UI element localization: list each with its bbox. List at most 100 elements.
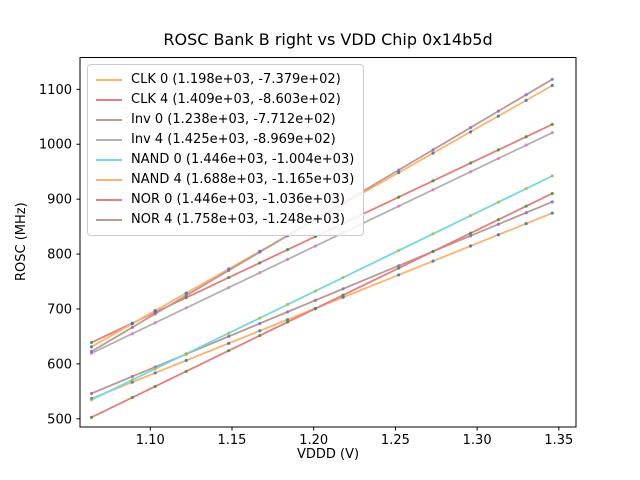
legend-label: Inv 4 (1.425e+03, -8.969e+02) — [131, 132, 336, 147]
legend-entry: Inv 4 (1.425e+03, -8.969e+02) — [96, 130, 354, 150]
legend-entry: CLK 0 (1.198e+03, -7.379e+02) — [96, 70, 354, 90]
y-tick-label: 800 — [47, 248, 72, 263]
data-point-nor-0 — [431, 249, 435, 254]
data-point-nor-4 — [89, 349, 94, 354]
data-point-nand-0 — [550, 174, 554, 178]
legend-entry: NOR 4 (1.758e+03, -1.248e+03) — [96, 210, 354, 230]
data-point-nand-0 — [130, 378, 134, 382]
data-point-clk-0 — [496, 233, 500, 237]
legend-line-swatch — [96, 199, 122, 201]
data-point-inv-4 — [153, 321, 157, 325]
data-point-nor-0 — [496, 218, 500, 222]
data-point-nor-4 — [550, 77, 554, 81]
y-axis-label: ROSC (MHz) — [14, 202, 29, 282]
data-point-nand-4 — [468, 130, 473, 134]
data-point-inv-4 — [130, 332, 134, 336]
y-tick-label: 1000 — [39, 138, 72, 153]
data-point-clk-4 — [431, 179, 435, 183]
legend-label: Inv 0 (1.238e+03, -7.712e+02) — [131, 112, 336, 127]
data-point-inv-4 — [431, 188, 435, 192]
y-tick-label: 1100 — [39, 83, 72, 98]
data-point-inv-0 — [130, 374, 134, 379]
data-point-nand-4 — [130, 322, 134, 326]
data-point-nor-0 — [341, 293, 345, 297]
legend-label: NAND 4 (1.688e+03, -1.165e+03) — [131, 172, 355, 187]
data-point-nand-4 — [431, 151, 435, 155]
legend-label: NOR 4 (1.758e+03, -1.248e+03) — [131, 212, 345, 227]
data-point-nand-0 — [184, 352, 188, 356]
data-point-nor-4 — [496, 109, 500, 113]
data-point-clk-4 — [285, 248, 290, 252]
data-point-clk-0 — [431, 259, 435, 263]
x-tick-label: 1.25 — [381, 433, 410, 448]
data-point-inv-4 — [524, 143, 528, 147]
data-point-nor-0 — [184, 369, 188, 373]
data-point-nand-0 — [496, 200, 500, 204]
legend-line-swatch — [96, 119, 122, 121]
data-point-nor-4 — [524, 93, 528, 97]
data-point-clk-4 — [468, 161, 473, 165]
data-point-clk-4 — [550, 122, 554, 126]
data-point-inv-4 — [227, 285, 231, 290]
data-point-clk-0 — [524, 222, 528, 226]
data-point-nor-0 — [550, 191, 554, 196]
data-point-nand-4 — [550, 83, 554, 88]
data-point-nand-0 — [313, 289, 317, 293]
data-point-nand-0 — [341, 275, 345, 280]
data-point-nor-4 — [468, 125, 473, 130]
data-point-nor-4 — [397, 168, 401, 172]
legend-entry: NAND 0 (1.446e+03, -1.004e+03) — [96, 150, 354, 170]
data-point-clk-0 — [184, 358, 188, 363]
x-tick-label: 1.20 — [299, 433, 328, 448]
data-point-inv-4 — [468, 170, 473, 174]
data-point-clk-4 — [496, 148, 500, 152]
x-tick-label: 1.35 — [544, 433, 573, 448]
data-point-nand-0 — [227, 331, 231, 335]
x-tick-label: 1.10 — [136, 433, 165, 448]
legend-line-swatch — [96, 139, 122, 141]
data-point-inv-0 — [313, 298, 317, 302]
legend-line-swatch — [96, 99, 122, 101]
data-point-clk-0 — [285, 318, 290, 322]
legend-label: NOR 0 (1.446e+03, -1.036e+03) — [131, 192, 345, 207]
data-point-nor-0 — [313, 307, 317, 311]
data-point-inv-4 — [285, 257, 290, 261]
data-point-nand-4 — [89, 345, 94, 349]
legend-entry: CLK 4 (1.409e+03, -8.603e+02) — [96, 90, 354, 110]
data-point-nand-0 — [431, 232, 435, 236]
data-point-clk-4 — [524, 135, 528, 139]
fit-line-nand-0 — [90, 175, 554, 401]
data-point-nand-0 — [258, 316, 262, 320]
legend-line-swatch — [96, 159, 122, 161]
data-point-inv-0 — [89, 391, 94, 396]
data-point-clk-4 — [258, 261, 262, 265]
data-point-inv-4 — [184, 306, 188, 310]
data-point-inv-4 — [550, 131, 554, 135]
data-point-nand-0 — [285, 302, 290, 307]
data-point-nor-0 — [153, 384, 157, 389]
data-point-clk-4 — [89, 340, 94, 345]
data-point-inv-4 — [313, 244, 317, 248]
data-point-nand-4 — [397, 170, 401, 175]
data-point-inv-4 — [258, 271, 262, 275]
data-point-nand-0 — [89, 398, 94, 402]
data-point-clk-0 — [227, 341, 231, 345]
data-point-nand-0 — [468, 214, 473, 218]
data-point-nand-0 — [153, 367, 157, 371]
x-tick-label: 1.15 — [218, 433, 247, 448]
data-point-nand-0 — [524, 187, 528, 191]
data-point-inv-0 — [496, 222, 500, 226]
legend-entry: NOR 0 (1.446e+03, -1.036e+03) — [96, 190, 354, 210]
axis-frame — [79, 57, 577, 428]
data-point-nor-4 — [258, 250, 262, 254]
data-point-nor-0 — [258, 333, 262, 338]
data-point-nor-0 — [227, 349, 231, 353]
data-point-inv-0 — [285, 310, 290, 314]
data-point-inv-4 — [496, 156, 500, 161]
y-tick-label: 900 — [47, 193, 72, 208]
data-point-nand-4 — [153, 309, 157, 313]
data-point-nor-0 — [524, 204, 528, 208]
y-tick-label: 500 — [47, 412, 72, 427]
